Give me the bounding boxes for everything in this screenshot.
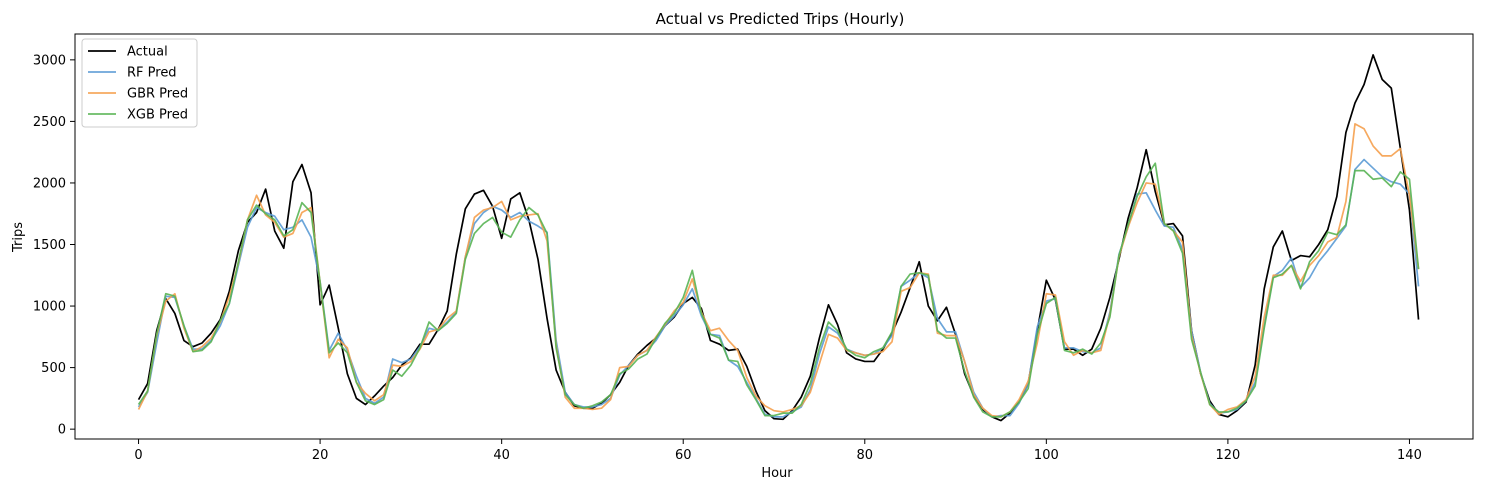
legend-label-rf-pred: RF Pred <box>127 66 177 81</box>
legend-box <box>81 38 198 128</box>
y-tick-label: 3000 <box>33 53 66 68</box>
y-tick-label: 500 <box>41 361 66 376</box>
y-tick-label: 0 <box>58 423 66 438</box>
series-lines <box>137 54 1420 422</box>
legend: Actual RF Pred GBR Pred XGB Pred <box>81 38 198 128</box>
y-tick-label: 1000 <box>33 300 66 315</box>
series-line-xgb-pred <box>137 162 1420 418</box>
y-axis-label: Trips <box>11 222 26 253</box>
chart-title: Actual vs Predicted Trips (Hourly) <box>656 10 905 28</box>
plot-area: 0 20 40 60 80 100 120 140 0 500 1000 1500 2000 2500 3… <box>33 33 1474 463</box>
legend-label-actual: Actual <box>127 45 168 60</box>
x-tick-label: 120 <box>1215 448 1240 463</box>
x-tick-label: 140 <box>1397 448 1422 463</box>
legend-label-xgb-pred: XGB Pred <box>127 108 188 123</box>
y-tick-label: 1500 <box>33 238 66 253</box>
x-tick-label: 20 <box>312 448 329 463</box>
y-axis: 0 500 1000 1500 2000 2500 3000 <box>33 53 75 438</box>
x-tick-label: 60 <box>675 448 692 463</box>
x-tick-label: 0 <box>134 448 142 463</box>
axes-frame <box>74 33 1474 440</box>
x-tick-label: 40 <box>493 448 510 463</box>
x-axis-label: Hour <box>761 466 793 481</box>
y-tick-label: 2500 <box>33 115 66 130</box>
x-tick-label: 100 <box>1034 448 1059 463</box>
x-axis: 0 20 40 60 80 100 120 140 <box>134 439 1422 463</box>
x-tick-label: 80 <box>857 448 874 463</box>
legend-label-gbr-pred: GBR Pred <box>127 87 188 102</box>
y-tick-label: 2000 <box>33 176 66 191</box>
